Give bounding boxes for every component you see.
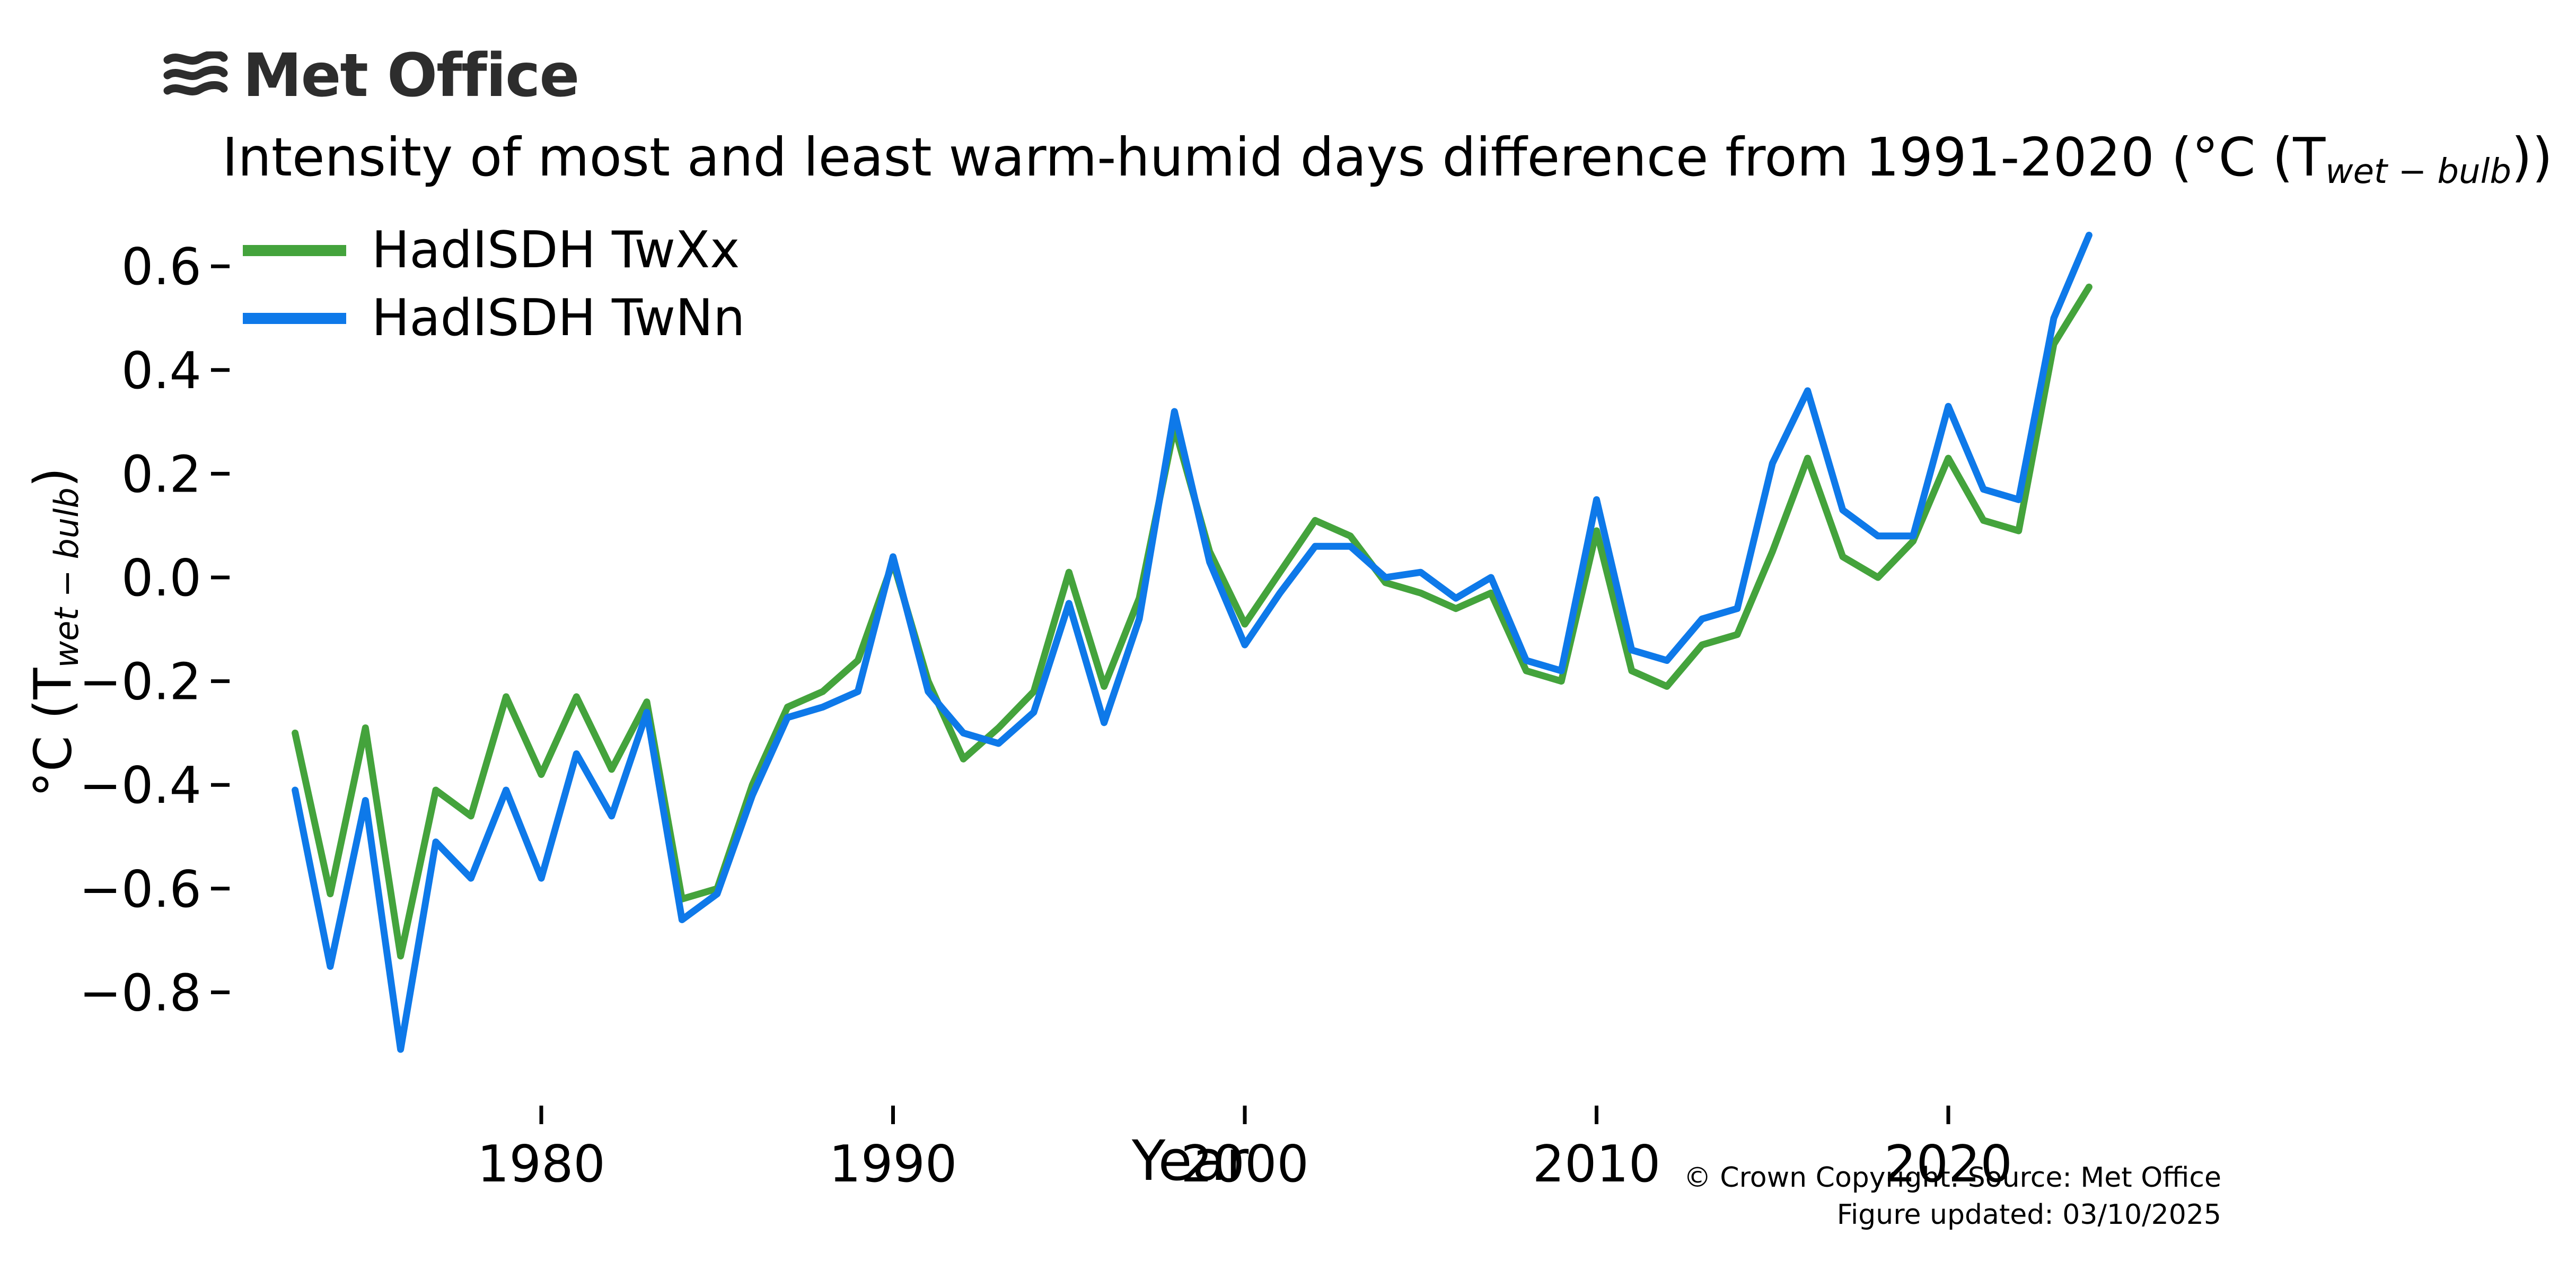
met-office-logo: Met Office: [163, 41, 579, 110]
x-axis-label: Year: [1131, 1128, 1249, 1193]
legend-label-twxx: HadISDH TwXx: [372, 221, 740, 279]
chart-title: Intensity of most and least warm-humid d…: [212, 126, 2563, 192]
y-tick-label: 0.4: [121, 342, 201, 400]
y-axis-label: °C (Twet − bulb): [23, 272, 86, 993]
y-axis-label-suffix: ): [23, 467, 83, 488]
y-tick-label: 0.0: [121, 549, 201, 608]
x-tick-label: 1980: [477, 1135, 605, 1194]
updated-line: Figure updated: 03/10/2025: [1836, 1199, 2221, 1231]
chart-legend: HadISDH TwXx HadISDH TwNn: [243, 216, 745, 352]
x-tick-label: 2020: [1884, 1135, 2012, 1194]
y-tick-label: −0.2: [79, 653, 201, 712]
met-office-logo-text: Met Office: [243, 41, 579, 110]
x-tick-label: 1990: [829, 1135, 957, 1194]
y-tick-label: −0.8: [79, 964, 201, 1022]
x-tick-label: 2010: [1533, 1135, 1661, 1194]
series-line-twxx: [292, 283, 2093, 960]
legend-line-swatch-blue: [243, 312, 346, 324]
copyright-line: © Crown Copyright. Source: Met Office: [1683, 1162, 2221, 1194]
chart-title-prefix: Intensity of most and least warm-humid d…: [222, 126, 2326, 188]
y-tick-label: −0.6: [79, 861, 201, 919]
chart-title-suffix: )): [2511, 126, 2553, 188]
copyright-footer: © Crown Copyright. Source: Met Office Fi…: [1684, 1159, 2221, 1233]
legend-line-swatch-green: [243, 244, 346, 256]
y-axis-label-prefix: °C (T: [23, 668, 83, 798]
y-tick-label: 0.6: [121, 238, 201, 296]
chart-title-subscript: wet − bulb: [2325, 152, 2512, 192]
y-axis-label-subscript: wet − bulb: [47, 487, 86, 668]
legend-label-twnn: HadISDH TwNn: [372, 289, 745, 347]
legend-item-twxx: HadISDH TwXx: [243, 216, 745, 284]
y-tick-label: −0.4: [79, 757, 201, 815]
series-line-twnn: [292, 232, 2093, 1053]
y-tick-label: 0.2: [121, 445, 201, 504]
x-tick-label: 2000: [1181, 1135, 1309, 1194]
met-office-waves-icon: [163, 51, 228, 95]
legend-item-twnn: HadISDH TwNn: [243, 284, 745, 352]
